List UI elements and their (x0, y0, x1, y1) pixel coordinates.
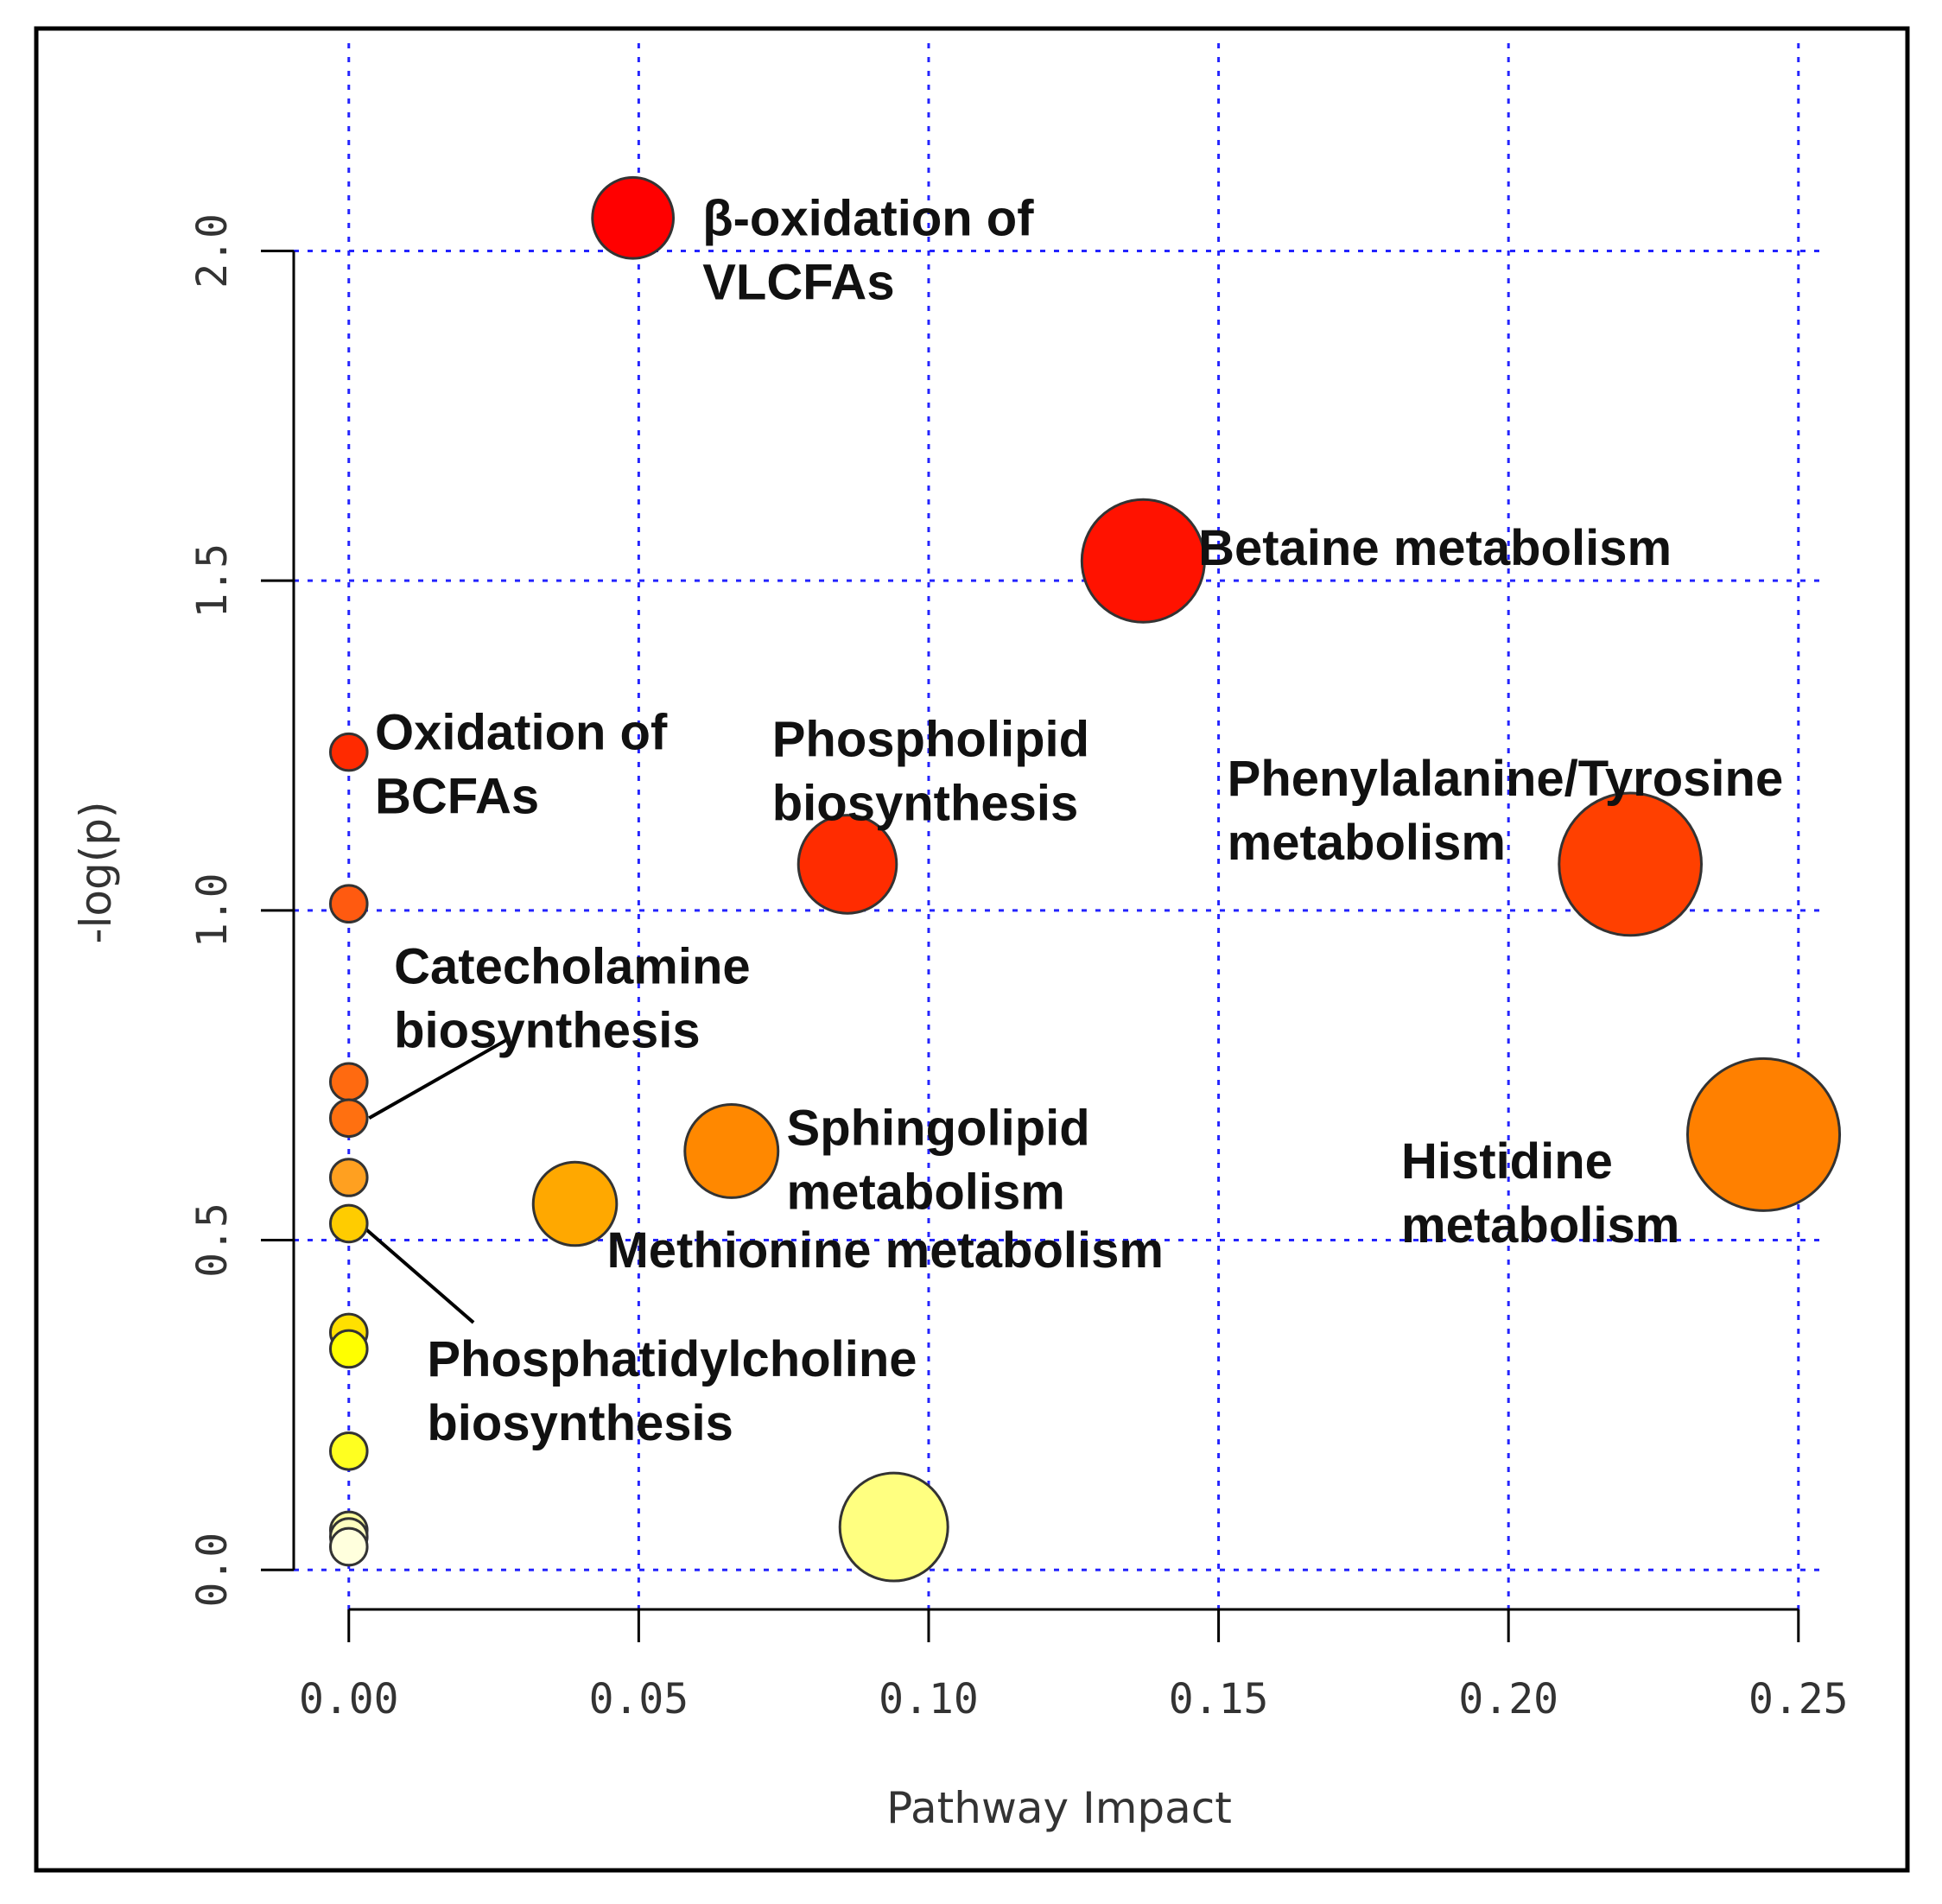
y-tick-label: 0.0 (188, 1533, 237, 1608)
y-tick-label: 0.5 (188, 1203, 237, 1278)
pathway-label-line: Oxidation of (375, 705, 668, 761)
pathway-label: Methionine metabolism (606, 1222, 1164, 1279)
pathway-point (838, 1471, 949, 1583)
pathway-label-line: Phenylalanine/Tyrosine (1228, 751, 1784, 807)
pathway-point (1080, 498, 1206, 624)
pathway-label: Phenylalanine/Tyrosine metabolism (1228, 751, 1784, 871)
pathway-label-line: Phospholipid (772, 711, 1089, 767)
pathway-point (328, 732, 369, 772)
pathway-label: Sphingolipid metabolism (787, 1101, 1090, 1221)
pathway-point (1685, 1057, 1842, 1212)
pathway-label-line: Catecholamine (394, 939, 751, 995)
leader-layer (362, 1037, 510, 1324)
pathway-label-line: biosynthesis (427, 1395, 733, 1451)
pathway-label-line: Methionine metabolism (606, 1222, 1164, 1279)
pathway-label-line: metabolism (787, 1165, 1065, 1221)
pathway-label-line: Betaine metabolism (1198, 520, 1672, 576)
pathway-point (328, 1158, 369, 1197)
pathway-point (1558, 791, 1704, 937)
pathway-label-line: Phosphatidylcholine (427, 1331, 917, 1387)
pathway-point (591, 175, 676, 260)
x-tick-label: 0.00 (299, 1675, 399, 1723)
pathway-label-line: metabolism (1228, 815, 1506, 871)
x-tick-label: 0.10 (879, 1675, 979, 1723)
y-axis-title: -log(p) (71, 801, 121, 943)
x-tick-label: 0.15 (1169, 1675, 1269, 1723)
y-tick-label: 2.0 (188, 213, 237, 289)
annotation-leader-line (362, 1225, 475, 1324)
pathway-label-line: Histidine (1401, 1133, 1613, 1190)
x-tick-label: 0.05 (589, 1675, 689, 1723)
pathway-point (683, 1102, 780, 1199)
pathway-point (328, 1203, 369, 1244)
pathway-point (328, 1526, 369, 1567)
outer-frame (34, 26, 1910, 1873)
pathway-point (328, 884, 369, 923)
pathway-label: Phosphatidylcholine biosynthesis (427, 1331, 917, 1451)
pathway-point (531, 1160, 619, 1247)
pathway-label: Betaine metabolism (1198, 520, 1672, 576)
pathway-point (328, 1329, 369, 1369)
grid-layer (294, 43, 1825, 1609)
pathway-label-line: biosynthesis (772, 775, 1079, 831)
annotation-layer: β-oxidation of VLCFAs Betaine metabolism Ox… (375, 190, 1783, 1451)
pathway-label: β-oxidation of VLCFAs (702, 190, 1034, 310)
pathway-label-line: β-oxidation of (702, 190, 1034, 246)
y-tick-label: 1.5 (188, 543, 237, 619)
point-layer (328, 175, 1842, 1583)
pathway-point (328, 1098, 369, 1139)
annotation-leader-line (368, 1037, 510, 1120)
pathway-label-line: VLCFAs (702, 254, 894, 310)
pathway-label-line: biosynthesis (394, 1003, 701, 1059)
x-tick-label: 0.25 (1748, 1675, 1849, 1723)
pathway-label-line: Sphingolipid (787, 1101, 1090, 1157)
y-tick-label: 1.0 (188, 873, 237, 948)
pathway-label-line: BCFAs (375, 769, 539, 825)
pathway-point (328, 1431, 369, 1471)
pathway-label: Phospholipid biosynthesis (772, 711, 1089, 831)
x-axis-title: Pathway Impact (886, 1783, 1232, 1833)
axis-layer: 0.0 0.5 1.0 1.5 2.0 0.00 0.05 0.10 0.15 0.20 0.25 (188, 213, 1849, 1723)
pathway-point (328, 1062, 369, 1102)
x-tick-label: 0.20 (1458, 1675, 1558, 1723)
pathway-label: Catecholamine biosynthesis (394, 939, 751, 1059)
pathway-label-line: metabolism (1401, 1197, 1679, 1253)
pathway-label: Histidine metabolism (1401, 1133, 1679, 1253)
pathway-label: Oxidation of BCFAs (375, 705, 668, 825)
pathway-point (796, 814, 898, 915)
